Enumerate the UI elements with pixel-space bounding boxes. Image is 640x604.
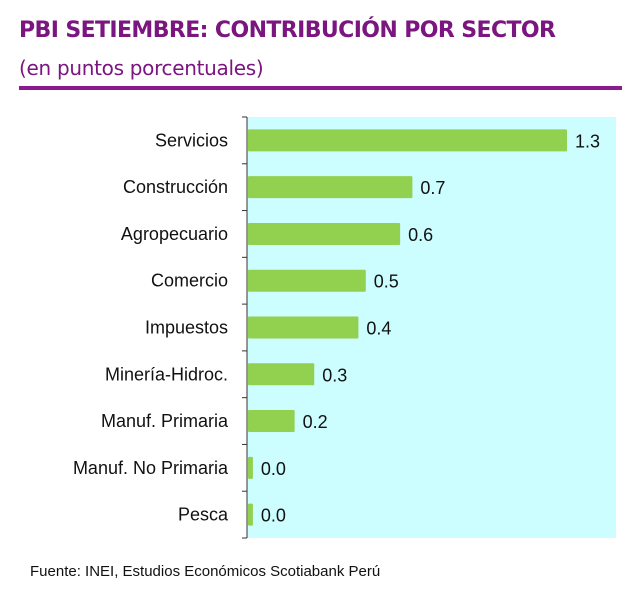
- title-divider: [19, 86, 622, 90]
- category-label: Agropecuario: [121, 224, 228, 244]
- category-label: Manuf. No Primaria: [73, 458, 229, 478]
- category-label: Construcción: [123, 177, 228, 197]
- data-label: 0.5: [374, 272, 399, 292]
- bar: [248, 316, 359, 339]
- source-note: Fuente: INEI, Estudios Económicos Scotia…: [30, 563, 381, 580]
- data-label: 0.7: [420, 178, 445, 198]
- bar: [248, 363, 315, 386]
- chart-title: PBI SETIEMBRE: CONTRIBUCIÓN POR SECTOR: [19, 18, 556, 43]
- category-label: Manuf. Primaria: [101, 411, 229, 431]
- data-label: 0.3: [322, 365, 347, 385]
- data-label: 0.4: [366, 319, 391, 339]
- category-label: Pesca: [178, 505, 229, 525]
- bar: [248, 176, 413, 199]
- chart-subtitle: (en puntos porcentuales): [19, 56, 264, 80]
- data-label: 0.6: [408, 225, 433, 245]
- bar: [248, 410, 295, 433]
- bar: [248, 222, 401, 245]
- data-label: 0.2: [303, 412, 328, 432]
- data-label: 1.3: [575, 131, 600, 151]
- category-label: Servicios: [155, 130, 228, 150]
- bar: [248, 503, 253, 526]
- bar: [248, 269, 366, 292]
- category-label: Impuestos: [145, 318, 228, 338]
- category-label: Minería-Hidroc.: [105, 364, 228, 384]
- category-label: Comercio: [151, 271, 228, 291]
- bar: [248, 129, 567, 152]
- data-label: 0.0: [261, 506, 286, 526]
- bar: [248, 456, 253, 479]
- data-label: 0.0: [261, 459, 286, 479]
